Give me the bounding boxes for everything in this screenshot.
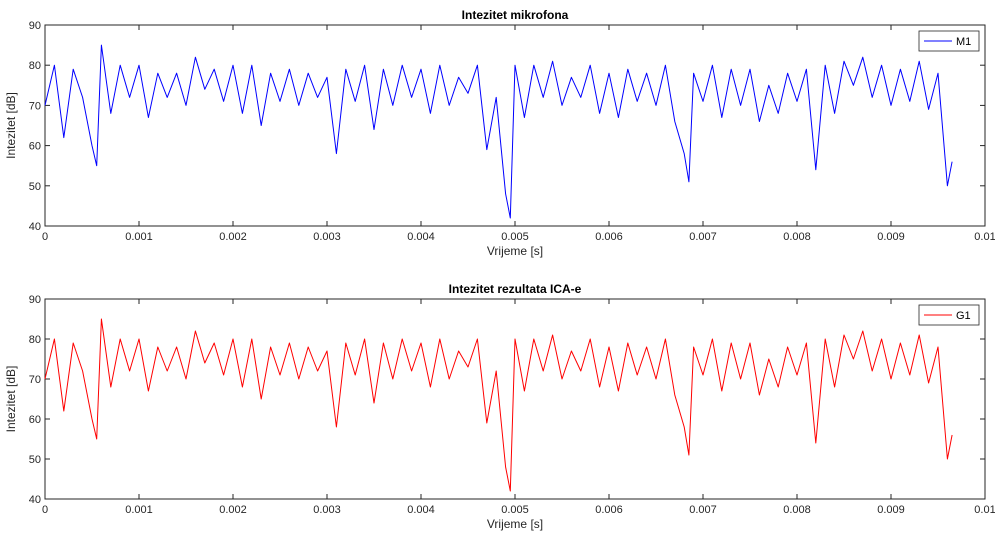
- y-tick-label: 40: [29, 221, 41, 233]
- y-tick-label: 60: [29, 414, 41, 426]
- x-tick-label: 0.004: [407, 504, 435, 516]
- axes-box: [44, 298, 986, 500]
- y-tick-label: 70: [29, 100, 41, 112]
- y-tick-label: 60: [29, 141, 41, 153]
- x-tick-label: 0.001: [125, 504, 153, 516]
- axes-box: [44, 24, 986, 227]
- x-tick-label: 0.009: [877, 231, 905, 243]
- x-tick-label: 0: [42, 504, 48, 516]
- x-tick-label: 0.01: [974, 231, 995, 243]
- y-tick-label: 90: [29, 294, 41, 306]
- x-tick-label: 0.008: [783, 504, 811, 516]
- x-tick-label: 0.005: [501, 504, 529, 516]
- y-axis-label: Intezitet [dB]: [4, 92, 18, 159]
- y-axis-label: Intezitet [dB]: [4, 366, 18, 433]
- x-tick-label: 0.006: [595, 231, 623, 243]
- legend-label: M1: [956, 36, 971, 48]
- series-line-m1: [44, 44, 953, 219]
- legend-label: G1: [956, 310, 971, 322]
- x-tick-label: 0.004: [407, 231, 435, 243]
- x-tick-label: 0.007: [689, 504, 717, 516]
- x-axis-label: Vrijeme [s]: [487, 244, 543, 258]
- plot-intezitet-mikrofona: 0 0.001 0.002 0.003 0.004 0.005 0.006 0.007 0.00…: [4, 8, 995, 258]
- series-line-g1: [44, 318, 953, 492]
- x-tick-label: 0.009: [877, 504, 905, 516]
- x-tick-label: 0: [42, 231, 48, 243]
- y-tick-label: 70: [29, 374, 41, 386]
- y-tick-label: 40: [29, 494, 41, 506]
- y-tick-label: 50: [29, 181, 41, 193]
- y-tick-label: 80: [29, 60, 41, 72]
- x-tick-label: 0.01: [974, 504, 995, 516]
- x-tick-label: 0.007: [689, 231, 717, 243]
- y-tick-label: 80: [29, 334, 41, 346]
- x-tick-label: 0.002: [219, 504, 247, 516]
- plot-intezitet-rezultata-ica: 0 0.001 0.002 0.003 0.004 0.005 0.006 0.007 0.00…: [4, 282, 995, 531]
- chart-title: Intezitet mikrofona: [462, 8, 569, 22]
- x-tick-label: 0.001: [125, 231, 153, 243]
- chart-title: Intezitet rezultata ICA-e: [449, 282, 582, 296]
- x-tick-label: 0.006: [595, 504, 623, 516]
- x-tick-label: 0.003: [313, 231, 341, 243]
- x-tick-label: 0.003: [313, 504, 341, 516]
- x-tick-label: 0.002: [219, 231, 247, 243]
- y-tick-label: 90: [29, 20, 41, 32]
- x-axis-label: Vrijeme [s]: [487, 517, 543, 531]
- y-tick-label: 50: [29, 454, 41, 466]
- x-tick-label: 0.005: [501, 231, 529, 243]
- x-tick-label: 0.008: [783, 231, 811, 243]
